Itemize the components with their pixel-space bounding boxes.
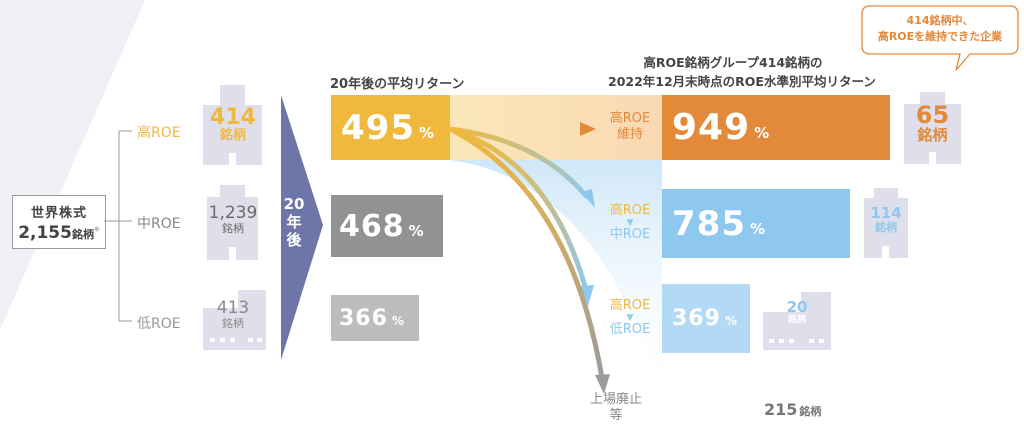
down-triangle-icon: ▼ — [626, 312, 634, 323]
outcome-count-mid-value: 114 — [870, 204, 902, 222]
outcome-label-low-bottom: 低ROE — [609, 321, 651, 337]
outcome-bar-maintain: 949% — [662, 95, 890, 160]
outcome-label-mid: 高ROE ▼ 中ROE — [600, 203, 660, 242]
outcome-bar-mid-value: 785 — [672, 203, 746, 244]
outcome-bar-mid: 785% — [662, 189, 850, 258]
outcome-label-mid-bottom: 中ROE — [609, 226, 651, 242]
group-label-high: 高ROE — [137, 125, 181, 141]
arrow-delisted — [448, 126, 610, 394]
outcome-count-low-unit: 銘柄 — [787, 314, 806, 325]
group-count-mid-value: 1,239 — [208, 203, 258, 223]
right-header: 高ROE銘柄グループ414銘柄の 2022年12月末時点のROE水準別平均リター… — [608, 52, 876, 90]
return-bar-high: 495% — [331, 95, 450, 160]
return-bar-high-unit: % — [418, 123, 435, 142]
return-bar-low-value: 366 — [339, 305, 388, 331]
group-label-mid: 中ROE — [137, 216, 181, 232]
delisted-label-line1: 上場廃止 — [589, 392, 642, 407]
building-icon — [763, 292, 831, 350]
outcome-bar-low-value: 369 — [672, 306, 721, 331]
universe-note-mark: ※ — [93, 226, 100, 234]
outcome-bar-low: 369% — [662, 284, 750, 353]
outcome-count-maintain-unit: 銘柄 — [917, 126, 948, 145]
tree-connector — [104, 130, 132, 322]
return-bar-mid: 468% — [331, 195, 443, 257]
outcome-label-mid-top: 高ROE — [609, 203, 651, 218]
group-count-mid: 1,239 銘柄 — [198, 203, 268, 235]
group-count-low-unit: 銘柄 — [222, 316, 244, 330]
building-icon — [203, 290, 266, 350]
delisted-label-line2: 等 — [609, 407, 623, 423]
return-bar-mid-value: 468 — [339, 208, 405, 244]
outcome-count-maintain: 65 銘柄 — [900, 101, 965, 145]
building-icon — [207, 185, 258, 260]
down-triangle-icon: ▼ — [626, 217, 634, 228]
return-bar-high-value: 495 — [341, 107, 415, 148]
universe-title: 世界株式 — [30, 206, 87, 221]
outcome-label-low: 高ROE ▼ 低ROE — [600, 298, 660, 337]
outcome-bar-maintain-value: 949 — [672, 107, 751, 148]
outcome-count-low-value: 20 — [786, 298, 808, 316]
right-header-line2: 2022年12月末時点のROE水準別平均リターン — [608, 74, 876, 89]
period-label: 20 年 後 — [282, 195, 306, 249]
outcome-label-maintain-top: 高ROE — [609, 111, 651, 126]
outcome-label-delisted: 上場廃止 等 — [586, 392, 646, 423]
period-arrow — [281, 95, 323, 360]
delisted-count-value: 215 — [764, 400, 798, 419]
arrow-to-mid — [449, 126, 595, 208]
group-count-low-value: 413 — [216, 298, 250, 318]
group-label-low: 低ROE — [137, 316, 181, 332]
outcome-bar-maintain-unit: % — [754, 123, 770, 142]
universe-count: 2,155銘柄※ — [13, 223, 105, 243]
building-icon — [864, 188, 908, 258]
period-label-line2: 年 — [286, 213, 302, 231]
arrow-maintain — [450, 122, 596, 136]
callout-bubble — [861, 5, 1019, 71]
outcome-count-mid: 114 銘柄 — [858, 204, 914, 234]
callout-line2: 高ROEを維持できた企業 — [877, 29, 1003, 43]
universe-box: 世界株式 2,155銘柄※ — [12, 195, 106, 249]
outcome-count-mid-unit: 銘柄 — [875, 220, 897, 234]
returns-header: 20年後の平均リターン — [330, 77, 465, 92]
return-bar-low-unit: % — [391, 313, 404, 328]
universe-unit: 銘柄 — [71, 228, 94, 241]
period-label-line3: 後 — [286, 231, 302, 249]
delisted-count: 215 銘柄 — [764, 400, 821, 419]
return-bar-low: 366% — [331, 295, 419, 341]
return-bar-mid-unit: % — [408, 222, 424, 240]
outcome-label-maintain: 高ROE 維持 — [600, 111, 660, 142]
group-count-high: 414 銘柄 — [202, 106, 264, 143]
callout-text: 414銘柄中、 高ROEを維持できた企業 — [862, 13, 1018, 45]
group-count-high-value: 414 — [210, 105, 256, 130]
building-icon — [904, 92, 961, 164]
outcome-count-maintain-value: 65 — [915, 101, 950, 129]
outcome-bar-low-unit: % — [724, 314, 737, 328]
callout-line1: 414銘柄中、 — [906, 14, 974, 27]
flow-arrows — [448, 122, 610, 394]
universe-count-value: 2,155 — [18, 223, 72, 243]
delisted-count-unit: 銘柄 — [799, 405, 822, 418]
group-count-mid-unit: 銘柄 — [222, 221, 244, 235]
building-icon — [203, 85, 262, 165]
outcome-label-low-top: 高ROE — [609, 298, 651, 313]
group-count-low: 413 銘柄 — [203, 298, 263, 330]
arrow-to-low — [449, 126, 594, 306]
right-header-line1: 高ROE銘柄グループ414銘柄の — [643, 55, 823, 70]
group-count-high-unit: 銘柄 — [219, 128, 246, 144]
outcome-label-maintain-bottom: 維持 — [616, 126, 643, 142]
outcome-count-low: 20 銘柄 — [772, 298, 822, 325]
period-label-line1: 20 — [283, 195, 305, 213]
outcome-bar-mid-unit: % — [749, 219, 766, 238]
